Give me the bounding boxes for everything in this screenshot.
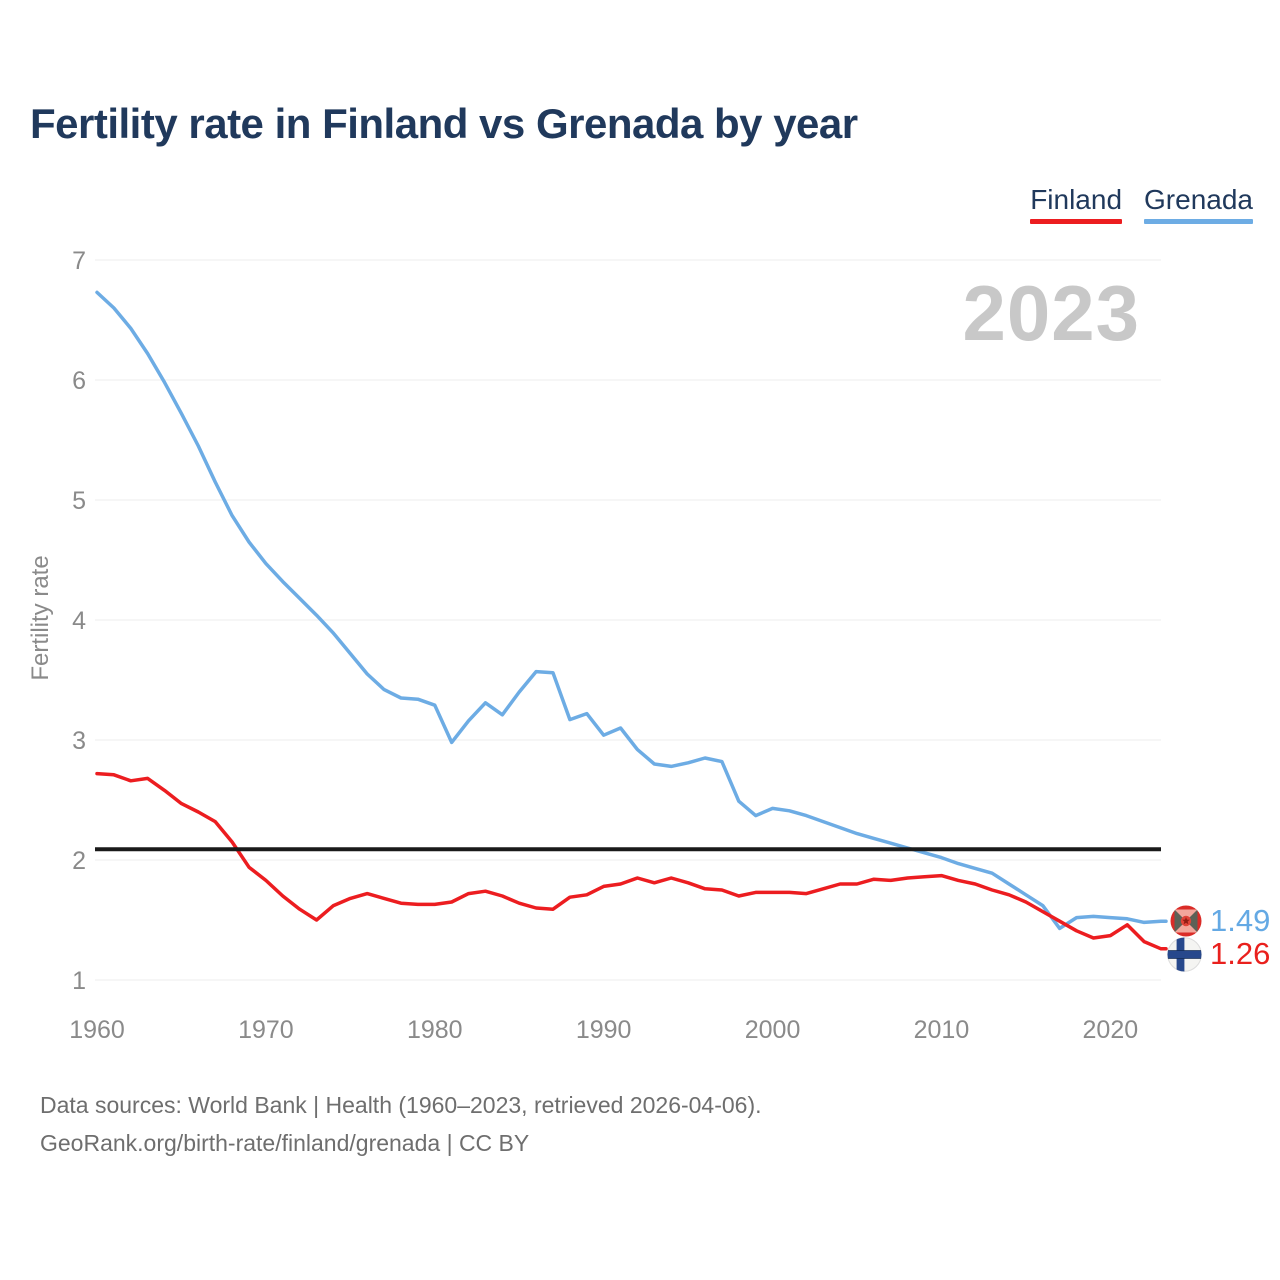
legend-underline-grenada xyxy=(1144,219,1253,224)
footer-attribution: GeoRank.org/birth-rate/finland/grenada |… xyxy=(40,1130,530,1156)
svg-text:Fertility rate: Fertility rate xyxy=(27,555,54,680)
svg-text:7: 7 xyxy=(72,247,86,275)
legend-label-grenada: Grenada xyxy=(1144,184,1253,215)
svg-text:1990: 1990 xyxy=(576,1016,632,1044)
legend: Finland Grenada xyxy=(1030,184,1253,224)
finland-flag-icon xyxy=(1167,936,1202,972)
svg-text:2010: 2010 xyxy=(914,1016,970,1044)
finland-end-label: 1.26 xyxy=(1167,936,1270,972)
svg-text:6: 6 xyxy=(72,367,86,395)
svg-text:4: 4 xyxy=(72,607,86,635)
svg-text:1970: 1970 xyxy=(238,1016,294,1044)
current-year-watermark: 2023 xyxy=(962,269,1140,357)
svg-text:2020: 2020 xyxy=(1083,1016,1139,1044)
svg-text:3: 3 xyxy=(72,727,86,755)
grenada-end-value: 1.49 xyxy=(1210,903,1271,938)
legend-label-finland: Finland xyxy=(1030,184,1123,215)
finland-end-value: 1.26 xyxy=(1210,936,1271,971)
legend-underline-finland xyxy=(1030,219,1123,224)
svg-text:5: 5 xyxy=(72,487,86,515)
svg-text:2000: 2000 xyxy=(745,1016,801,1044)
svg-text:1: 1 xyxy=(72,967,86,995)
grenada-flag-icon xyxy=(1170,905,1202,937)
svg-text:2: 2 xyxy=(72,847,86,875)
page-title: Fertility rate in Finland vs Grenada by … xyxy=(30,100,858,147)
footer: Data sources: World Bank | Health (1960–… xyxy=(40,1086,762,1162)
svg-text:1980: 1980 xyxy=(407,1016,463,1044)
footer-sources: Data sources: World Bank | Health (1960–… xyxy=(40,1092,762,1118)
svg-text:1960: 1960 xyxy=(69,1016,125,1044)
grenada-end-label: 1.49 xyxy=(1170,903,1270,939)
legend-item-grenada[interactable]: Grenada xyxy=(1144,184,1253,224)
legend-item-finland[interactable]: Finland xyxy=(1030,184,1123,224)
